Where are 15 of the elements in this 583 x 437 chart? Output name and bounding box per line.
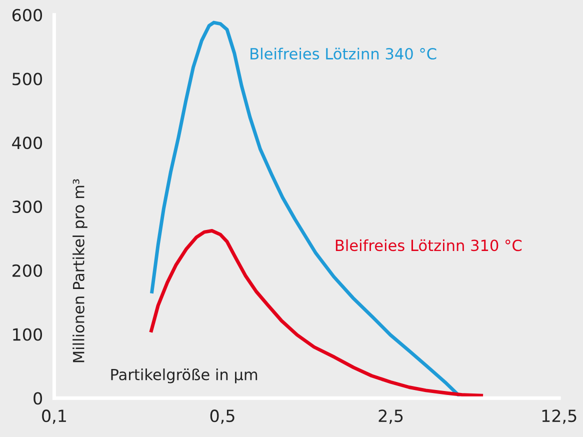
x-tick-label: 2,5 [378, 410, 403, 424]
y-tick-label: 500 [12, 72, 42, 86]
y-tick-label: 0 [34, 392, 42, 405]
text: Bleifreies Lötzinn 310 °C [336, 239, 522, 252]
y-tick-label: 300 [12, 200, 42, 214]
y-tick-label: 600 [12, 8, 42, 22]
y-axis-title: Millionen Partikel pro m³ [72, 179, 88, 362]
x-tick-label: 0,1 [42, 410, 66, 424]
y-tick-label: 200 [12, 264, 42, 277]
x-axis-title: Partikelgröße in µm [111, 368, 258, 384]
y-tick-label: 100 [13, 328, 42, 341]
y-tick-label: 400 [12, 136, 42, 150]
x-tick-label: 12,5 [542, 410, 576, 424]
x-tick-label: 0,5 [210, 410, 234, 424]
series-label: Bleifreies Lötzinn 340 °C [250, 48, 436, 60]
